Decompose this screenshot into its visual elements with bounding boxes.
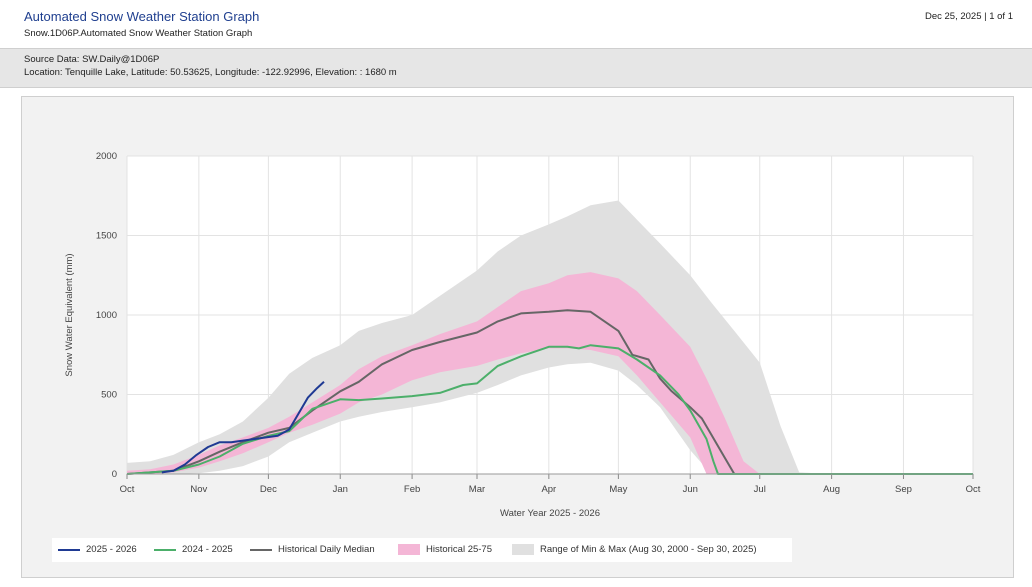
legend-label-previous: 2024 - 2025: [182, 544, 233, 555]
x-tick-label: Sep: [895, 484, 912, 495]
report-subtitle: Snow.1D06P.Automated Snow Weather Statio…: [24, 28, 253, 39]
legend-swatch-p2575: [398, 544, 420, 555]
y-tick-label: 2000: [96, 151, 117, 162]
y-axis-title: Snow Water Equivalent (mm): [64, 253, 75, 376]
date-page-info: Dec 25, 2025 | 1 of 1: [924, 11, 1013, 22]
report-header: Automated Snow Weather Station Graph Sno…: [0, 0, 1032, 48]
x-tick-label: Jun: [683, 484, 698, 495]
x-tick-label: Apr: [541, 484, 556, 495]
source-data: Source Data: SW.Daily@1D06P: [24, 54, 160, 65]
x-tick-label: May: [609, 484, 627, 495]
x-tick-label: Jan: [333, 484, 348, 495]
axes: 0 500 1000 1500 2000 Oct Nov Dec Jan Feb Mar Apr May…: [96, 151, 981, 495]
legend-swatch-previous: [154, 549, 176, 551]
y-tick-label: 1000: [96, 310, 117, 321]
legend-swatch-median: [250, 549, 272, 551]
y-tick-label: 0: [112, 469, 117, 480]
legend-label-current: 2025 - 2026: [86, 544, 137, 555]
x-tick-label: Dec: [260, 484, 277, 495]
legend-label-range: Range of Min & Max (Aug 30, 2000 - Sep 3…: [540, 544, 757, 555]
station-meta: Source Data: SW.Daily@1D06P Location: Te…: [0, 48, 1032, 88]
historical-25-75-band: [127, 272, 776, 474]
series-2024-2025-line: [126, 344, 973, 475]
x-tick-label: Feb: [404, 484, 420, 495]
series-lines: [126, 309, 973, 475]
y-tick-label: 500: [101, 390, 117, 401]
legend-swatch-current: [58, 549, 80, 551]
report-title: Automated Snow Weather Station Graph: [24, 9, 260, 24]
x-tick-label: Aug: [823, 484, 840, 495]
historical-median-line: [126, 309, 973, 475]
x-tick-label: Jul: [754, 484, 766, 495]
x-tick-label: Oct: [966, 484, 981, 495]
x-axis-title: Water Year 2025 - 2026: [500, 508, 600, 519]
y-tick-label: 1500: [96, 231, 117, 242]
legend-label-p2575: Historical 25-75: [426, 544, 492, 555]
x-tick-label: Oct: [120, 484, 135, 495]
legend-label-median: Historical Daily Median: [278, 544, 375, 555]
series-2025-2026-line: [161, 381, 325, 474]
x-tick-label: Nov: [190, 484, 207, 495]
legend-swatch-range: [512, 544, 534, 555]
bands: [127, 200, 973, 474]
station-location: Location: Tenquille Lake, Latitude: 50.5…: [24, 67, 397, 78]
x-tick-label: Mar: [469, 484, 485, 495]
chart-legend: 2025 - 2026 2024 - 2025 Historical Daily…: [52, 538, 792, 562]
